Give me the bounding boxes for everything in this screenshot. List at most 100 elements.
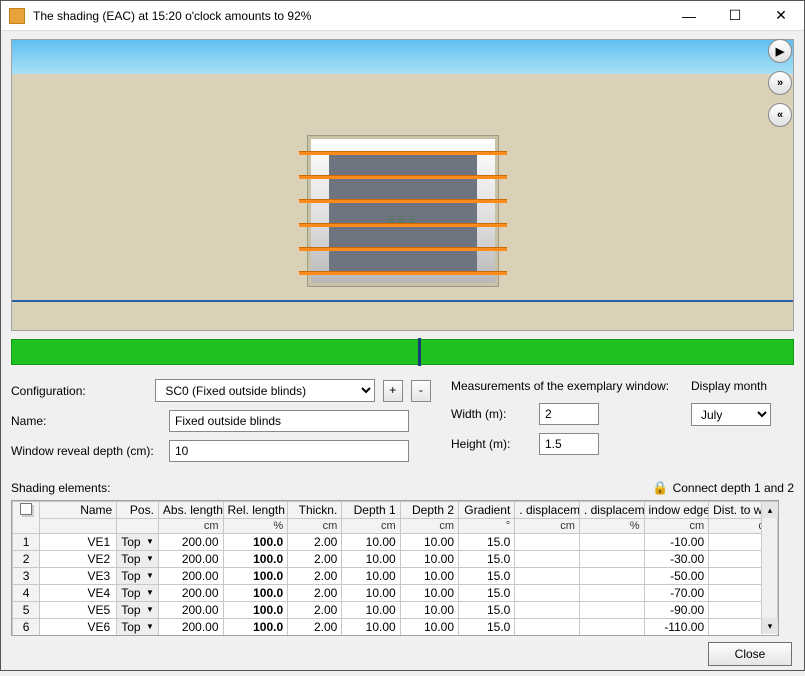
cell-rel-length[interactable]: 100.0 xyxy=(223,602,288,619)
cell-pos[interactable]: Top▼ xyxy=(117,534,159,551)
cell-thickness[interactable]: 2.00 xyxy=(288,602,342,619)
cell-pos[interactable]: Top▼ xyxy=(117,585,159,602)
column-header[interactable] xyxy=(13,502,40,534)
cell-window-edge[interactable]: -90.00 xyxy=(644,602,709,619)
row-number[interactable]: 6 xyxy=(13,619,40,636)
dropdown-caret-icon[interactable]: ▼ xyxy=(146,571,154,580)
fast-forward-button[interactable]: » xyxy=(768,71,792,95)
dropdown-caret-icon[interactable]: ▼ xyxy=(146,605,154,614)
add-config-button[interactable]: + xyxy=(383,380,403,402)
column-header[interactable]: Thickn. xyxy=(288,502,342,519)
cell-depth1[interactable]: 10.00 xyxy=(342,534,400,551)
cell-pos[interactable]: Top▼ xyxy=(117,551,159,568)
cell-abs-length[interactable]: 200.00 xyxy=(158,585,223,602)
column-header[interactable]: Rel. length xyxy=(223,502,288,519)
scroll-up-button[interactable]: ▴ xyxy=(762,502,778,518)
column-header[interactable]: . displacem. xyxy=(579,502,644,519)
column-header[interactable]: Name xyxy=(40,502,117,519)
cell-rel-length[interactable]: 100.0 xyxy=(223,619,288,636)
rewind-button[interactable]: « xyxy=(768,103,792,127)
cell-abs-length[interactable]: 200.00 xyxy=(158,602,223,619)
maximize-button[interactable]: ☐ xyxy=(712,1,758,31)
cell-displacement-pct[interactable] xyxy=(579,585,644,602)
cell-displacement-cm[interactable] xyxy=(515,585,580,602)
cell-depth2[interactable]: 10.00 xyxy=(400,534,458,551)
cell-rel-length[interactable]: 100.0 xyxy=(223,568,288,585)
reveal-depth-input[interactable] xyxy=(169,440,409,462)
name-input[interactable] xyxy=(169,410,409,432)
time-scrubber[interactable] xyxy=(11,339,794,365)
cell-displacement-pct[interactable] xyxy=(579,534,644,551)
column-header[interactable]: Depth 1 xyxy=(342,502,400,519)
column-header[interactable]: Abs. length xyxy=(158,502,223,519)
minimize-button[interactable]: — xyxy=(666,1,712,31)
width-input[interactable] xyxy=(539,403,599,425)
row-number[interactable]: 4 xyxy=(13,585,40,602)
table-row[interactable]: 3VE3Top▼200.00100.02.0010.0010.0015.0-50… xyxy=(13,568,778,585)
cell-thickness[interactable]: 2.00 xyxy=(288,551,342,568)
cell-abs-length[interactable]: 200.00 xyxy=(158,619,223,636)
time-marker[interactable] xyxy=(418,338,421,366)
cell-depth2[interactable]: 10.00 xyxy=(400,585,458,602)
cell-name[interactable]: VE6 xyxy=(40,619,117,636)
cell-depth1[interactable]: 10.00 xyxy=(342,585,400,602)
cell-window-edge[interactable]: -110.00 xyxy=(644,619,709,636)
cell-depth2[interactable]: 10.00 xyxy=(400,568,458,585)
table-row[interactable]: 5VE5Top▼200.00100.02.0010.0010.0015.0-90… xyxy=(13,602,778,619)
cell-depth2[interactable]: 10.00 xyxy=(400,619,458,636)
cell-rel-length[interactable]: 100.0 xyxy=(223,534,288,551)
close-button[interactable]: Close xyxy=(708,642,792,666)
cell-thickness[interactable]: 2.00 xyxy=(288,568,342,585)
cell-displacement-pct[interactable] xyxy=(579,551,644,568)
cell-depth2[interactable]: 10.00 xyxy=(400,551,458,568)
cell-thickness[interactable]: 2.00 xyxy=(288,619,342,636)
cell-name[interactable]: VE5 xyxy=(40,602,117,619)
column-header[interactable]: Gradient xyxy=(459,502,515,519)
table-row[interactable]: 2VE2Top▼200.00100.02.0010.0010.0015.0-30… xyxy=(13,551,778,568)
cell-gradient[interactable]: 15.0 xyxy=(459,568,515,585)
column-header[interactable]: indow edge xyxy=(644,502,709,519)
dropdown-caret-icon[interactable]: ▼ xyxy=(146,554,154,563)
cell-pos[interactable]: Top▼ xyxy=(117,568,159,585)
cell-pos[interactable]: Top▼ xyxy=(117,602,159,619)
cell-name[interactable]: VE1 xyxy=(40,534,117,551)
cell-depth1[interactable]: 10.00 xyxy=(342,551,400,568)
cell-name[interactable]: VE2 xyxy=(40,551,117,568)
cell-window-edge[interactable]: -10.00 xyxy=(644,534,709,551)
remove-config-button[interactable]: - xyxy=(411,380,431,402)
dropdown-caret-icon[interactable]: ▼ xyxy=(146,588,154,597)
column-header[interactable]: Depth 2 xyxy=(400,502,458,519)
cell-displacement-cm[interactable] xyxy=(515,602,580,619)
cell-window-edge[interactable]: -30.00 xyxy=(644,551,709,568)
row-number[interactable]: 5 xyxy=(13,602,40,619)
dropdown-caret-icon[interactable]: ▼ xyxy=(146,537,154,546)
cell-displacement-cm[interactable] xyxy=(515,619,580,636)
shading-preview[interactable]: ≡≡≡ xyxy=(11,39,794,331)
cell-depth1[interactable]: 10.00 xyxy=(342,619,400,636)
cell-window-edge[interactable]: -70.00 xyxy=(644,585,709,602)
scroll-down-button[interactable]: ▾ xyxy=(762,618,778,634)
display-month-select[interactable]: July xyxy=(691,403,771,426)
table-row[interactable]: 4VE4Top▼200.00100.02.0010.0010.0015.0-70… xyxy=(13,585,778,602)
cell-thickness[interactable]: 2.00 xyxy=(288,534,342,551)
cell-name[interactable]: VE4 xyxy=(40,585,117,602)
row-number[interactable]: 3 xyxy=(13,568,40,585)
row-number[interactable]: 2 xyxy=(13,551,40,568)
cell-gradient[interactable]: 15.0 xyxy=(459,619,515,636)
cell-thickness[interactable]: 2.00 xyxy=(288,585,342,602)
play-button[interactable]: ▶ xyxy=(768,39,792,63)
cell-gradient[interactable]: 15.0 xyxy=(459,534,515,551)
column-header[interactable]: Pos. xyxy=(117,502,159,519)
cell-displacement-pct[interactable] xyxy=(579,619,644,636)
connect-depth-label[interactable]: Connect depth 1 and 2 xyxy=(673,481,794,495)
cell-depth1[interactable]: 10.00 xyxy=(342,568,400,585)
cell-depth1[interactable]: 10.00 xyxy=(342,602,400,619)
table-scrollbar[interactable]: ▴ ▾ xyxy=(761,502,777,634)
table-row[interactable]: 1VE1Top▼200.00100.02.0010.0010.0015.0-10… xyxy=(13,534,778,551)
dropdown-caret-icon[interactable]: ▼ xyxy=(146,622,154,631)
cell-abs-length[interactable]: 200.00 xyxy=(158,551,223,568)
cell-displacement-cm[interactable] xyxy=(515,534,580,551)
cell-abs-length[interactable]: 200.00 xyxy=(158,534,223,551)
cell-gradient[interactable]: 15.0 xyxy=(459,585,515,602)
cell-name[interactable]: VE3 xyxy=(40,568,117,585)
